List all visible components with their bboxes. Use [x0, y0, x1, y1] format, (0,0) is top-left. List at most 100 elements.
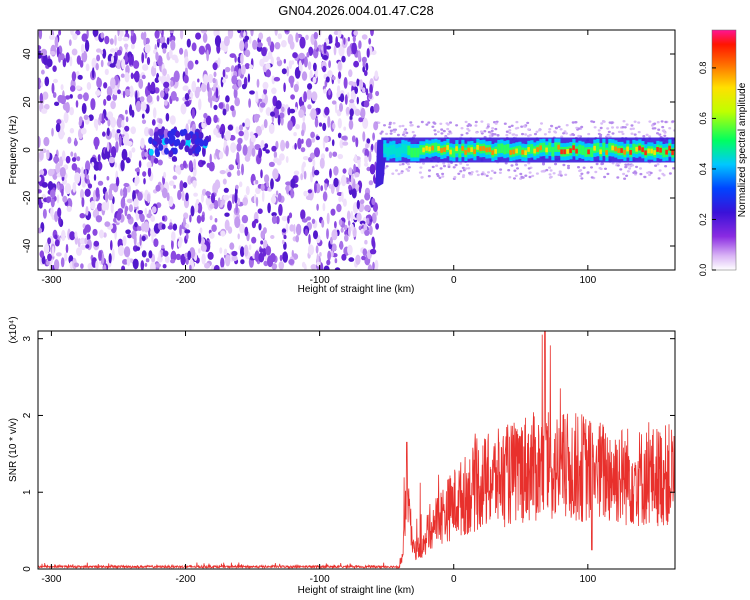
spectrogram-cell — [298, 109, 305, 118]
spectrogram-cell — [133, 60, 140, 69]
spectrogram-cell — [249, 64, 254, 69]
signal-core-peak — [557, 144, 560, 150]
spectrogram-cell — [187, 119, 192, 125]
spectrogram-cell — [153, 61, 157, 69]
spectrogram-cell — [79, 173, 86, 181]
signal-core-peak — [440, 148, 443, 153]
spectrogram-cell — [288, 60, 293, 70]
spectrogram-cell — [317, 108, 321, 114]
spectrogram-cell — [369, 225, 373, 236]
spectrogram-cell — [227, 30, 234, 39]
spectrogram-cell — [205, 115, 212, 126]
signal-halo-cell — [622, 172, 626, 176]
spectrogram-cell — [214, 179, 221, 190]
spectrogram-cell — [188, 160, 193, 172]
spectrogram-cell — [104, 221, 111, 227]
signal-halo-cell — [515, 163, 519, 166]
spectrogram-cell — [84, 168, 87, 178]
signal-core-green — [602, 142, 606, 153]
spectrogram-cell — [104, 68, 109, 76]
spectrogram-cell — [205, 191, 212, 196]
signal-halo-cell — [606, 172, 610, 176]
spectrogram-cell — [241, 83, 247, 90]
signal-core-peak — [428, 146, 431, 152]
signal-halo-cell — [409, 124, 413, 127]
signal-halo-cell — [590, 166, 593, 169]
signal-halo-cell — [464, 167, 468, 170]
spectrogram-cell — [72, 33, 78, 41]
spectrogram-cell — [102, 131, 106, 137]
spectrogram-cell — [303, 91, 307, 103]
spectrogram-cell — [190, 205, 195, 217]
spectrogram-cell — [252, 39, 258, 50]
spectrogram-cell — [335, 36, 339, 46]
spectrogram-cell — [231, 194, 235, 205]
spectrogram-cell — [110, 201, 114, 214]
signal-halo-cell — [621, 126, 625, 129]
spectrogram-cell — [185, 257, 189, 265]
spectrogram-cell — [213, 71, 217, 78]
spectrogram-cell — [59, 167, 66, 178]
colorbar-gradient — [711, 29, 737, 271]
spectrogram-cell — [115, 176, 120, 187]
signal-core-peak — [593, 145, 596, 151]
spectrogram-cell — [130, 43, 135, 50]
spectrogram-cell — [213, 104, 218, 111]
spectrogram-cell — [123, 182, 130, 188]
signal-halo-cell — [622, 120, 626, 123]
spectrogram-blob-cell — [188, 148, 193, 156]
snr-x-axis: -300 -200 -100 0 100 — [41, 331, 597, 585]
spectrogram-cell — [224, 74, 228, 79]
spectrogram-cell — [347, 92, 350, 99]
spectrogram-cell — [321, 219, 325, 228]
spectrogram-cell — [161, 187, 168, 199]
spectrogram-cell — [258, 32, 264, 40]
spectrogram-cell — [101, 201, 108, 211]
spectrogram-cell — [99, 229, 104, 239]
spectrogram-cell — [225, 130, 231, 141]
signal-halo-cell — [542, 163, 545, 166]
spectrogram-cell — [74, 137, 77, 147]
spectrogram-cell — [354, 154, 358, 163]
spectrogram-cell — [182, 160, 187, 169]
spectrogram-cell — [124, 89, 131, 96]
spectrogram-cell — [261, 93, 265, 100]
spectrogram-cell — [55, 162, 61, 174]
signal-core-peak — [479, 146, 482, 152]
signal-halo-cell — [481, 171, 485, 174]
spectrogram-cell — [244, 118, 251, 128]
signal-halo-cell — [396, 133, 400, 137]
signal-halo-cell — [579, 174, 583, 178]
spectrogram-cell — [201, 160, 206, 165]
spectrogram-cell — [281, 228, 287, 233]
signal-core-green — [584, 147, 588, 157]
signal-halo-cell — [422, 162, 425, 165]
signal-halo-cell — [483, 173, 487, 176]
spectrogram-cell — [170, 39, 176, 51]
spectrogram-cell — [162, 264, 167, 269]
spectrogram-cell — [81, 33, 88, 42]
spectrogram-cell — [224, 219, 230, 231]
signal-core-peak — [656, 147, 659, 152]
signal-halo-cell — [654, 164, 658, 167]
snr-x-tick-label: 0 — [451, 574, 457, 585]
spectrogram-cell — [273, 76, 281, 82]
signal-halo-cell — [507, 169, 511, 172]
signal-halo-cell — [407, 166, 411, 169]
spectrogram-cell — [209, 215, 213, 221]
spectrogram-cell — [332, 122, 336, 130]
spectrogram-cell — [141, 119, 147, 125]
spectrogram-cell — [134, 168, 140, 172]
signal-halo-cell — [548, 128, 552, 131]
spectrogram-cell — [244, 41, 249, 50]
signal-halo-cell — [651, 127, 655, 130]
spectrogram-cell — [162, 250, 169, 257]
signal-halo-cell — [594, 170, 598, 174]
spectrogram-cell — [366, 48, 370, 58]
spectrogram-cell — [351, 81, 357, 87]
spectrogram-cell — [140, 32, 145, 40]
signal-halo-cell — [467, 129, 471, 132]
spectrogram-y-axis: -40 -20 0 20 40 — [22, 48, 675, 253]
spectrogram-cell — [316, 203, 319, 211]
spectrogram-cell — [38, 176, 42, 182]
